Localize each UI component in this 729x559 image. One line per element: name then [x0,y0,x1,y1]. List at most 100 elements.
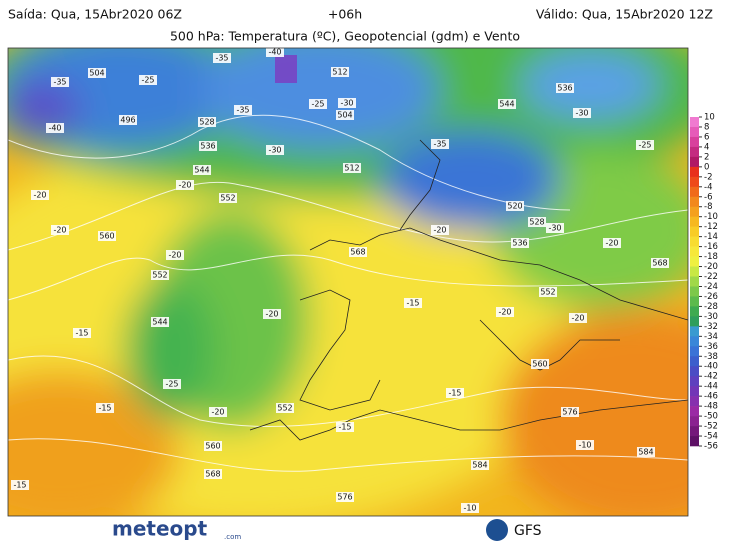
colorbar-label: -32 [704,322,718,332]
colorbar-label: -16 [704,242,718,252]
contour-label: -25 [638,141,651,150]
colorbar-label: -30 [704,312,718,322]
contour-label-box [46,123,64,133]
contour-label-box [163,379,181,389]
contour-label-box [151,270,169,280]
contour-label: 504 [89,69,104,78]
colorbar-label: -26 [704,292,718,302]
map: -35 504 -40 496 -25 -35 -40 512 -30 504 -25 -35 528 5… [8,48,688,516]
contour-label-box [603,238,621,248]
contour-label-box [88,68,106,78]
contour-label-box [336,422,354,432]
colorbar-swatch [690,166,699,178]
contour-label: -20 [605,239,618,248]
brand-logo: meteopt [112,517,208,541]
colorbar-label: -20 [704,262,718,272]
colorbar-label: 4 [704,142,709,152]
contour-label-box [349,247,367,257]
contour-label-box [576,440,594,450]
contour-label: 568 [350,248,365,257]
colorbar-label: -34 [704,332,718,342]
colorbar-swatch [690,436,699,447]
contour-label: -40 [48,124,61,133]
colorbar-swatch [690,146,699,158]
contour-label: 560 [205,442,220,451]
colorbar-swatch [690,126,699,138]
colorbar-label: -10 [704,212,718,222]
contour-label-box [193,165,211,175]
contour-label-box [569,313,587,323]
contour-label: 504 [337,111,352,120]
colorbar-swatch [690,296,699,307]
contour-label-box [151,317,169,327]
contour-label: 512 [332,68,347,77]
contour-label-box [471,460,489,470]
colorbar-label: -18 [704,252,718,262]
colorbar-swatch [690,176,699,188]
colorbar-swatch [690,196,699,208]
noaa-logo [486,519,508,541]
colorbar-label: -38 [704,352,718,362]
contour-label: 512 [344,164,359,173]
contour-label-box [96,403,114,413]
colorbar-label: -4 [704,182,712,192]
contour-label: -15 [338,423,351,432]
contour-label-box [234,105,252,115]
colorbar: 1086420-2-4-6-8-10-12-14-16-18-20-22-24-… [690,113,718,452]
colorbar-label: -42 [704,372,718,382]
contour-label: -20 [168,251,181,260]
map-frame [7,47,689,517]
colorbar-swatch [690,306,699,317]
contour-label: -15 [98,404,111,413]
colorbar-label: -22 [704,272,718,282]
contour-label: -10 [463,504,476,513]
contour-label: 552 [152,271,167,280]
contour-label-box [204,441,222,451]
contour-label: 568 [652,259,667,268]
contour-label-box [336,492,354,502]
contour-label-box [73,328,91,338]
contour-label-box [266,145,284,155]
contour-label: -20 [433,226,446,235]
contour-label: -30 [268,146,281,155]
contour-label: 584 [638,448,653,457]
contour-label: -35 [236,106,249,115]
contour-label: -35 [433,140,446,149]
contour-label: -30 [575,109,588,118]
colorbar-label: -54 [704,432,718,442]
colorbar-label: -56 [704,442,718,452]
colorbar-swatch [690,117,699,128]
contour-label-box [51,77,69,87]
colorbar-label: -6 [704,192,712,202]
colorbar-swatch [690,136,699,148]
contour-label-box [343,163,361,173]
colorbar-swatch [690,356,699,367]
colorbar-label: -48 [704,402,718,412]
contour-label-box [431,139,449,149]
contour-label-box [431,225,449,235]
contour-label-box [331,67,349,77]
colorbar-swatch [690,156,699,168]
contour-label: 544 [152,318,167,327]
colorbar-swatch [690,216,699,227]
contour-label-box [209,407,227,417]
colorbar-swatch [690,396,699,407]
contour-label: -20 [498,308,511,317]
contour-label: -25 [311,100,324,109]
contour-label-box [166,250,184,260]
contour-label-box [219,193,237,203]
contour-label: -25 [165,380,178,389]
colorbar-label: -24 [704,282,718,292]
colorbar-swatch [690,336,699,347]
contour-label: -20 [571,314,584,323]
colorbar-label: -46 [704,392,718,402]
contour-label-box [546,223,564,233]
contour-label-box [176,180,194,190]
colorbar-swatch [690,326,699,337]
colorbar-label: -8 [704,202,712,212]
colorbar-label: -14 [704,232,718,242]
colorbar-swatch [690,426,699,437]
colorbar-label: 0 [704,162,709,172]
contour-label-box [11,480,29,490]
contour-label: 576 [562,408,577,417]
